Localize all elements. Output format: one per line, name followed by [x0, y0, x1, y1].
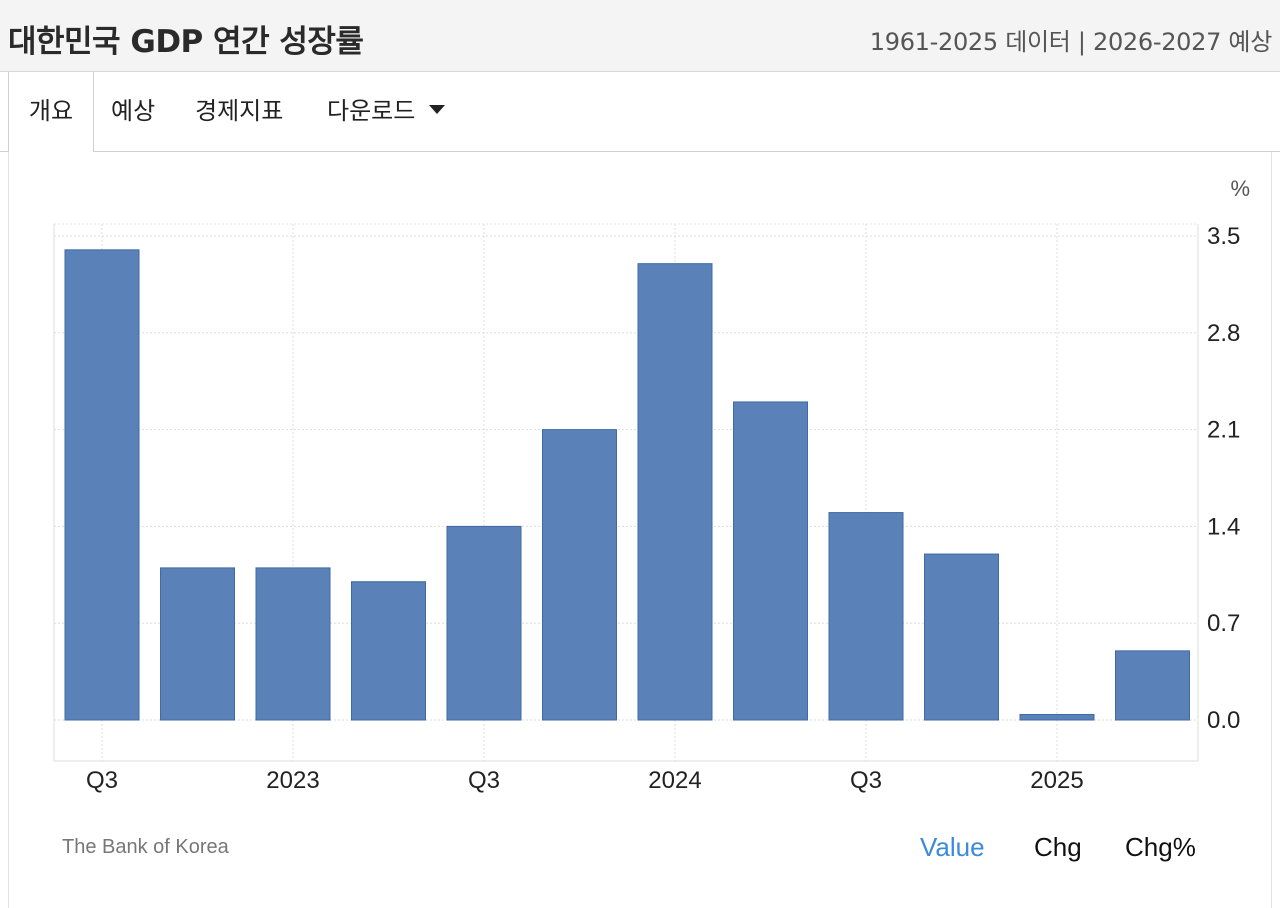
x-tick-label: 2024	[648, 767, 701, 794]
bar-2023-q4[interactable]	[542, 429, 617, 721]
bar-2022-q3[interactable]	[64, 249, 140, 721]
tab-indicators[interactable]: 경제지표	[195, 72, 283, 152]
caret-down-icon	[429, 104, 446, 114]
x-tick-label: Q3	[468, 767, 500, 794]
chart-bars	[64, 249, 1190, 721]
page-header: 대한민국 GDP 연간 성장률 1961-2025 데이터 | 2026-202…	[0, 0, 1280, 72]
bar-2023-q1[interactable]	[255, 567, 331, 721]
y-tick-label: 2.1	[1207, 417, 1240, 444]
tab-forecast-label: 예상	[111, 97, 156, 125]
x-tick-label: Q3	[86, 767, 118, 794]
bar-2025-q2[interactable]	[1115, 650, 1190, 721]
y-tick-label: 0.0	[1207, 707, 1240, 734]
y-tick-label: 0.7	[1207, 610, 1240, 637]
bar-2025-q1[interactable]	[1019, 713, 1095, 721]
bar-2024-q2[interactable]	[733, 401, 808, 721]
x-tick-label: 2025	[1030, 767, 1083, 794]
toggle-chg-percent[interactable]: Chg%	[1125, 832, 1196, 862]
page-subtitle: 1961-2025 데이터 | 2026-2027 예상	[869, 28, 1273, 56]
x-tick-label: Q3	[850, 767, 882, 794]
tab-bar: 개요 예상 경제지표 다운로드	[0, 72, 1280, 153]
tab-download-label: 다운로드	[327, 97, 416, 125]
toggle-chg[interactable]: Chg	[1034, 832, 1082, 862]
bar-2023-q3[interactable]	[446, 525, 522, 721]
bar-2024-q1[interactable]	[637, 263, 713, 721]
tab-indicators-label: 경제지표	[195, 97, 284, 125]
tab-overview-label: 개요	[28, 97, 74, 125]
page-title: 대한민국 GDP 연간 성장률	[8, 24, 364, 60]
bar-2022-q4[interactable]	[160, 567, 235, 721]
toggle-value[interactable]: Value	[920, 832, 985, 862]
y-tick-label: 2.8	[1207, 320, 1240, 347]
x-axis-ticks: Q3 2023 Q3 2024 Q3 2025	[86, 767, 1084, 794]
y-axis-ticks: 0.0 0.7 1.4 2.1 2.8 3.5	[1207, 223, 1240, 734]
chart-grid	[53, 223, 1199, 762]
y-tick-label: 1.4	[1207, 513, 1240, 540]
x-tick-label: 2023	[266, 767, 319, 794]
y-tick-label: 3.5	[1207, 223, 1240, 250]
y-axis-unit: %	[1230, 176, 1250, 201]
bar-2023-q2[interactable]	[351, 581, 426, 721]
tab-download[interactable]: 다운로드	[327, 72, 446, 152]
bar-2024-q4[interactable]	[924, 553, 999, 721]
bar-2024-q3[interactable]	[828, 512, 904, 721]
tab-forecast[interactable]: 예상	[111, 72, 155, 152]
tab-overview[interactable]: 개요	[8, 72, 94, 153]
data-source: The Bank of Korea	[62, 836, 229, 858]
